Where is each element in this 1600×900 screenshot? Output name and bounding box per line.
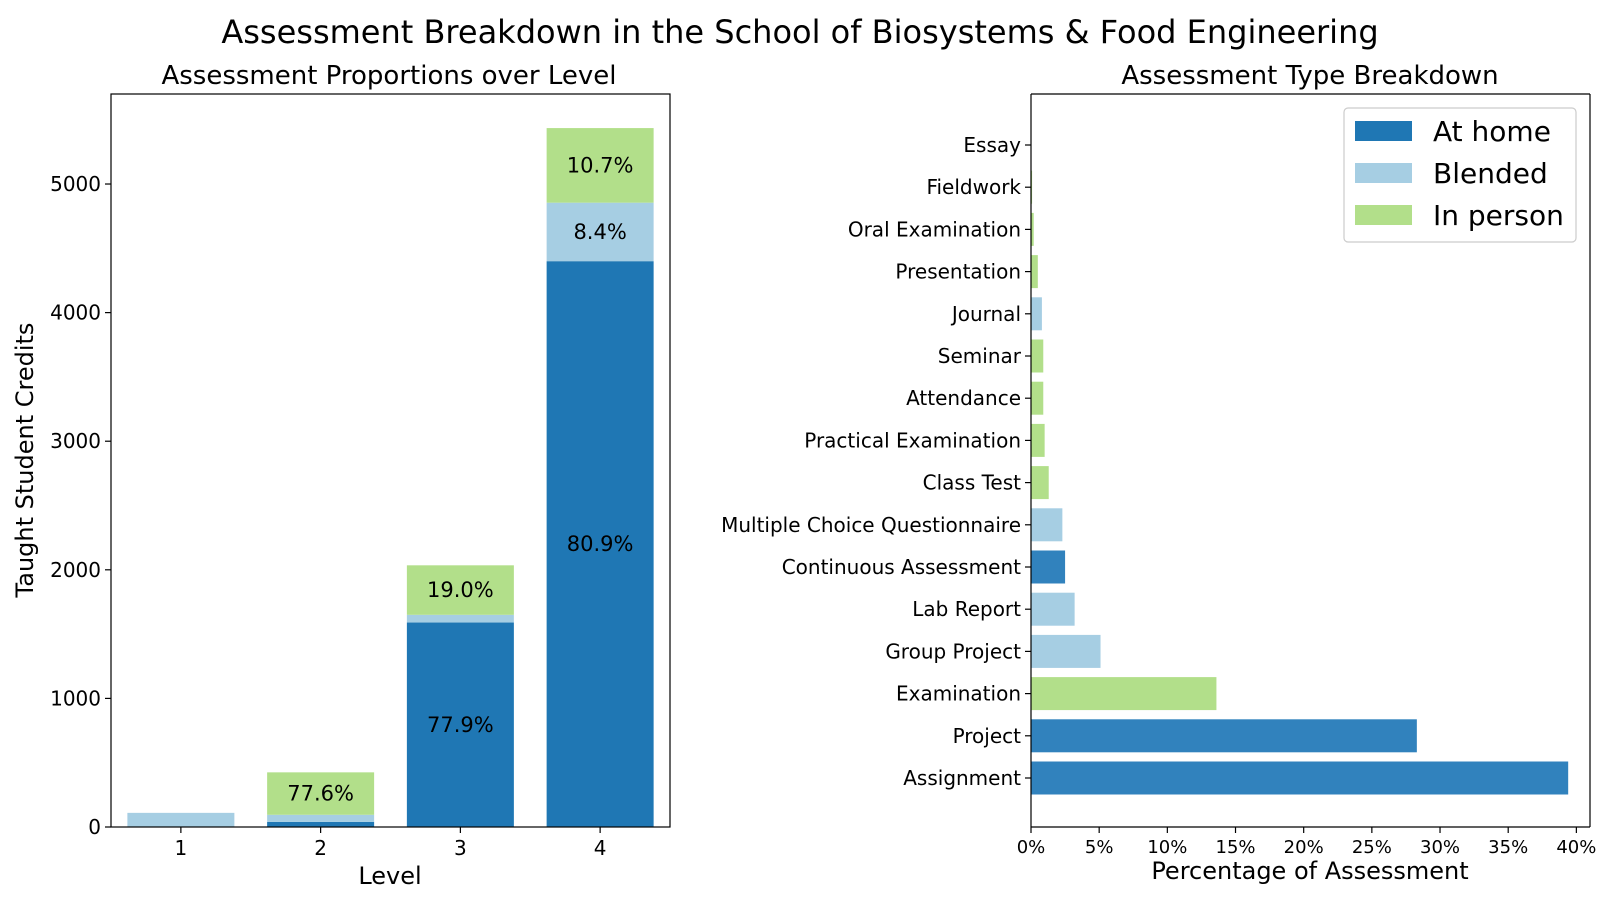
y-tick-label: 0: [88, 815, 101, 839]
x-tick-label: 10%: [1147, 837, 1187, 858]
y-tick-label: Attendance: [906, 386, 1021, 410]
x-tick-label: 35%: [1488, 837, 1528, 858]
y-tick-label: Presentation: [895, 260, 1021, 284]
y-tick-label: 1000: [50, 686, 101, 710]
legend-label-in-person: In person: [1433, 199, 1564, 232]
bar-label-level-4-blended: 8.4%: [573, 220, 626, 244]
x-tick-label: 4: [594, 836, 607, 860]
left-y-axis-label: Taught Student Credits: [11, 323, 39, 599]
x-tick-label: 30%: [1420, 837, 1460, 858]
bar-level-2-in-person: [267, 772, 375, 815]
y-tick-label: Practical Examination: [804, 428, 1021, 452]
bar-level-4-blended: [546, 202, 654, 262]
bar-level-4-at-home: [546, 261, 654, 828]
bar-oral-examination: [1031, 212, 1034, 246]
left-plot-frame: [110, 93, 671, 828]
legend: At home Blended In person: [1343, 107, 1577, 243]
right-ticks: Essay Fieldwork Oral Examination Presentati…: [721, 133, 1596, 858]
bar-label-level-4-at-home: 80.9%: [567, 532, 634, 556]
y-tick-label: Oral Examination: [848, 217, 1021, 241]
y-tick-label: Multiple Choice Questionnaire: [721, 513, 1021, 537]
right-chart-title: Assessment Type Breakdown: [1121, 61, 1498, 91]
y-tick-label: Group Project: [885, 639, 1021, 663]
y-tick-label: Class Test: [923, 471, 1022, 495]
y-tick-label: Journal: [950, 302, 1021, 326]
bar-attendance: [1031, 381, 1044, 415]
legend-swatch-in-person: [1355, 205, 1412, 225]
legend-swatch-at-home: [1355, 121, 1412, 141]
figure-title: Assessment Breakdown in the School of Bi…: [221, 13, 1378, 51]
y-tick-label: Project: [953, 724, 1022, 748]
left-ticks: 1 2 3 4 0 1000 2000 3000 4000 5000: [50, 172, 606, 860]
y-tick-label: Assignment: [903, 766, 1021, 790]
y-tick-label: 4000: [50, 301, 101, 325]
left-bars: 77.6% 77.9% 19.0% 80.9% 8.4% 10.7%: [127, 128, 654, 828]
bar-examination: [1031, 677, 1217, 711]
bar-label-level-3-in-person: 19.0%: [427, 578, 494, 602]
bar-lab-report: [1031, 592, 1075, 626]
bar-level-3-blended: [406, 614, 514, 623]
bar-label-level-3-at-home: 77.9%: [427, 713, 494, 737]
bar-multiple-choice-questionnaire: [1031, 508, 1063, 542]
y-tick-label: 5000: [50, 172, 101, 196]
bar-level-2-blended: [267, 814, 375, 822]
x-tick-label: 5%: [1085, 837, 1114, 858]
left-x-axis-label: Level: [358, 862, 421, 890]
bar-group-project: [1031, 634, 1101, 668]
bar-label-level-4-in-person: 10.7%: [567, 153, 634, 177]
x-tick-label: 2: [314, 836, 327, 860]
y-tick-label: Lab Report: [912, 597, 1021, 621]
y-tick-label: Seminar: [938, 344, 1022, 368]
bar-journal: [1031, 297, 1042, 331]
right-x-axis-label: Percentage of Assessment: [1151, 857, 1468, 885]
bar-class-test: [1031, 466, 1049, 500]
legend-swatch-blended: [1355, 163, 1412, 183]
y-tick-label: Fieldwork: [926, 175, 1021, 199]
legend-label-blended: Blended: [1433, 157, 1548, 190]
y-tick-label: Continuous Assessment: [782, 555, 1021, 579]
right-bars: [1031, 128, 1569, 795]
bar-continuous-assessment: [1031, 550, 1066, 584]
x-tick-label: 40%: [1556, 837, 1596, 858]
bar-label-level-2-in-person: 77.6%: [287, 782, 354, 806]
bar-level-4-in-person: [546, 128, 654, 203]
left-chart-title: Assessment Proportions over Level: [161, 61, 616, 91]
legend-label-at-home: At home: [1433, 115, 1551, 148]
bar-presentation: [1031, 255, 1038, 289]
x-tick-label: 0%: [1017, 837, 1046, 858]
y-tick-label: Examination: [896, 682, 1021, 706]
bar-level-2-at-home: [267, 821, 375, 827]
y-tick-label: 3000: [50, 429, 101, 453]
bar-seminar: [1031, 339, 1044, 373]
bar-level-3-in-person: [406, 565, 514, 615]
right-chart: Assessment Type Breakdown Essay Fieldwork…: [721, 61, 1596, 885]
x-tick-label: 15%: [1216, 837, 1256, 858]
y-tick-label: 2000: [50, 558, 101, 582]
bar-level-3-at-home: [406, 622, 514, 827]
x-tick-label: 1: [175, 836, 188, 860]
left-chart: Assessment Proportions over Level 77.6%7…: [11, 61, 671, 890]
x-tick-label: 3: [454, 836, 467, 860]
y-tick-label: Essay: [963, 133, 1021, 157]
bar-practical-examination: [1031, 423, 1045, 457]
x-tick-label: 20%: [1284, 837, 1324, 858]
bar-level-1-blended: [127, 812, 235, 827]
x-tick-label: 25%: [1352, 837, 1392, 858]
bar-project: [1031, 719, 1417, 753]
bar-assignment: [1031, 761, 1569, 795]
